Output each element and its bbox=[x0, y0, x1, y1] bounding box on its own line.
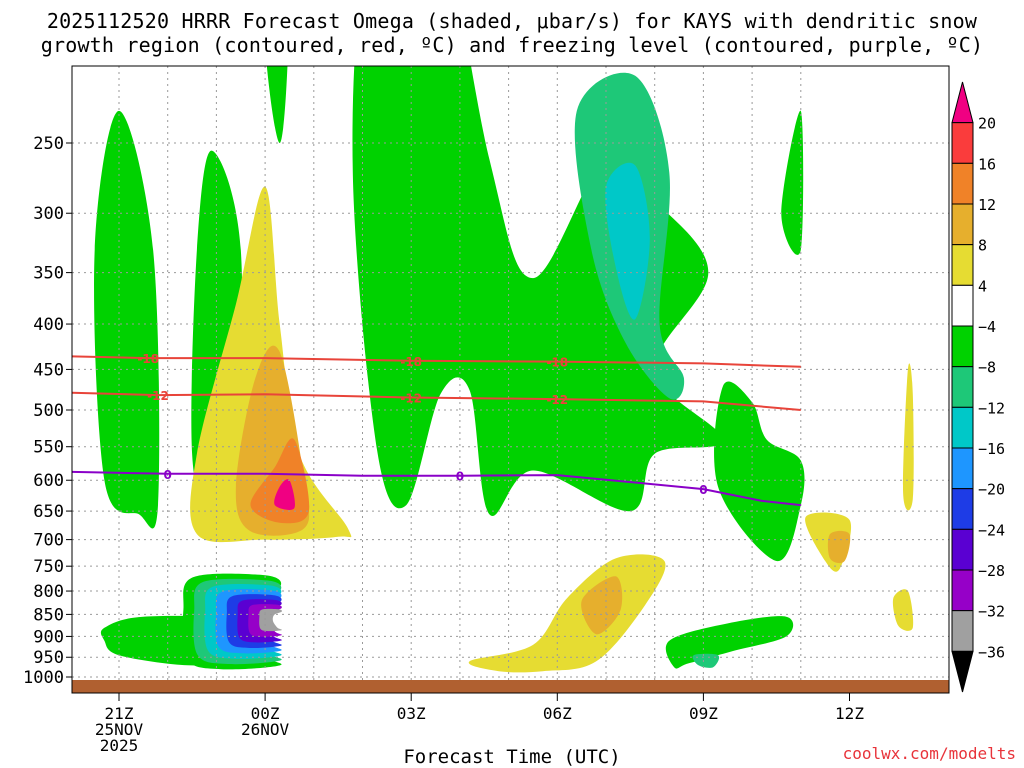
descent-region-8 bbox=[892, 589, 914, 631]
y-tick-label-250: 250 bbox=[33, 134, 64, 154]
colorbar-label-9: −20 bbox=[978, 481, 1005, 499]
chart-title-line-1: 2025112520 HRRR Forecast Omega (shaded, … bbox=[46, 9, 978, 33]
gridlines bbox=[72, 66, 949, 693]
y-tick-label-750: 750 bbox=[33, 557, 64, 577]
colorbar-band-2 bbox=[951, 162, 974, 205]
chart-title-line-2: growth region (contoured, red, ºC) and f… bbox=[40, 33, 984, 57]
colorbar: 20 16 12 8 4 −4 −8 −12 −16 −20 −24 −28 −32 −36 bbox=[951, 81, 1005, 693]
y-tick-label-650: 650 bbox=[33, 502, 64, 522]
colorbar-band-6 bbox=[951, 325, 974, 368]
x-tick-label-5-0: 12Z bbox=[835, 704, 864, 723]
contour-layer: -18 -18 -18 -12 -12 -12 0 0 0 bbox=[72, 352, 801, 507]
colorbar-label-2: 12 bbox=[978, 196, 996, 214]
descent-region-5 bbox=[581, 576, 623, 635]
colorbar-band-9 bbox=[951, 447, 974, 490]
dendritic-contour-1-label-1: -12 bbox=[400, 391, 422, 405]
x-tick-label-0-1: 25NOV bbox=[95, 720, 144, 739]
y-tick-label-700: 700 bbox=[33, 531, 64, 551]
colorbar-band-8 bbox=[951, 406, 974, 449]
dendritic-contour-1-label-2: -12 bbox=[546, 393, 568, 407]
freezing-level-contour-label-2: 0 bbox=[699, 483, 707, 497]
dendritic-contour-0 bbox=[72, 355, 801, 368]
x-tick-label-3-0: 06Z bbox=[543, 704, 572, 723]
omega-region-5 bbox=[605, 162, 650, 320]
colorbar-label-4: 4 bbox=[978, 277, 987, 295]
y-tick-label-600: 600 bbox=[33, 471, 64, 491]
colorbar-label-1: 16 bbox=[978, 155, 996, 173]
omega-region-3 bbox=[352, 66, 723, 517]
colorbar-label-6: −8 bbox=[978, 359, 996, 377]
descent-region-7 bbox=[827, 530, 851, 564]
plot-frame bbox=[71, 65, 950, 694]
colorbar-band-10 bbox=[951, 488, 974, 530]
colorbar-band-4 bbox=[951, 244, 974, 286]
colorbar-cap-bottom bbox=[951, 650, 974, 693]
y-tick-label-550: 550 bbox=[33, 438, 64, 458]
y-tick-label-450: 450 bbox=[33, 360, 64, 380]
omega-region-11 bbox=[692, 653, 720, 668]
colorbar-label-7: −12 bbox=[978, 399, 1005, 417]
descent-region-4 bbox=[468, 554, 666, 673]
colorbar-label-8: −16 bbox=[978, 440, 1005, 458]
colorbar-cap-top bbox=[951, 81, 974, 124]
x-tick-label-0-0: 21Z bbox=[105, 704, 134, 723]
freezing-level-contour-label-1: 0 bbox=[456, 470, 464, 484]
colorbar-label-0: 20 bbox=[978, 115, 996, 133]
y-tick-label-1000: 1000 bbox=[23, 668, 64, 688]
x-tick-label-4-0: 09Z bbox=[689, 704, 718, 723]
dendritic-contour-0-label-0: -18 bbox=[137, 352, 159, 366]
descent-region-3 bbox=[274, 479, 295, 510]
y-tick-label-500: 500 bbox=[33, 401, 64, 421]
omega-region-10 bbox=[665, 616, 794, 669]
dendritic-contour-0-label-1: -18 bbox=[400, 355, 422, 369]
y-tick-label-900: 900 bbox=[33, 627, 64, 647]
x-axis-title: Forecast Time (UTC) bbox=[403, 746, 621, 768]
colorbar-label-10: −24 bbox=[978, 521, 1005, 539]
omega-region-2 bbox=[266, 66, 288, 143]
colorbar-label-5: −4 bbox=[978, 318, 996, 336]
descent-region-9 bbox=[902, 363, 914, 511]
colorbar-label-11: −28 bbox=[978, 562, 1005, 580]
y-tick-label-800: 800 bbox=[33, 582, 64, 602]
colorbar-band-1 bbox=[951, 122, 974, 164]
y-tick-label-400: 400 bbox=[33, 315, 64, 335]
colorbar-band-7 bbox=[951, 366, 974, 408]
colorbar-band-11 bbox=[951, 528, 974, 571]
colorbar-label-3: 8 bbox=[978, 237, 987, 255]
omega-region-8 bbox=[714, 381, 805, 562]
omega-shading-layer bbox=[94, 66, 914, 673]
x-tick-label-1-1: 26NOV bbox=[241, 720, 290, 739]
colorbar-label-13: −36 bbox=[978, 643, 1005, 661]
x-tick-label-0-2: 2025 bbox=[100, 736, 139, 755]
ascent-core-ring-7 bbox=[259, 608, 283, 632]
x-tick-label-2-0: 03Z bbox=[397, 704, 426, 723]
dendritic-contour-1 bbox=[72, 391, 801, 411]
omega-region-0 bbox=[94, 110, 160, 529]
colorbar-band-12 bbox=[951, 569, 974, 612]
y-tick-label-300: 300 bbox=[33, 204, 64, 224]
colorbar-band-3 bbox=[951, 203, 974, 246]
credit-text: coolwx.com/modelts bbox=[842, 744, 1016, 763]
y-tick-label-850: 850 bbox=[33, 605, 64, 625]
omega-region-7 bbox=[781, 110, 804, 255]
freezing-level-contour-label-0: 0 bbox=[164, 468, 172, 482]
freezing-level-contour bbox=[72, 470, 801, 507]
y-tick-label-350: 350 bbox=[33, 264, 64, 284]
ground-surface bbox=[72, 680, 949, 693]
colorbar-band-5 bbox=[951, 284, 974, 327]
y-tick-label-950: 950 bbox=[33, 648, 64, 668]
colorbar-label-12: −32 bbox=[978, 603, 1005, 621]
dendritic-contour-1-label-0: -12 bbox=[147, 389, 169, 403]
x-tick-label-1-0: 00Z bbox=[251, 704, 280, 723]
dendritic-contour-0-label-2: -18 bbox=[546, 356, 568, 370]
colorbar-band-13 bbox=[951, 610, 974, 652]
y-axis: 2503003504004505005506006507007508008509… bbox=[23, 134, 72, 688]
